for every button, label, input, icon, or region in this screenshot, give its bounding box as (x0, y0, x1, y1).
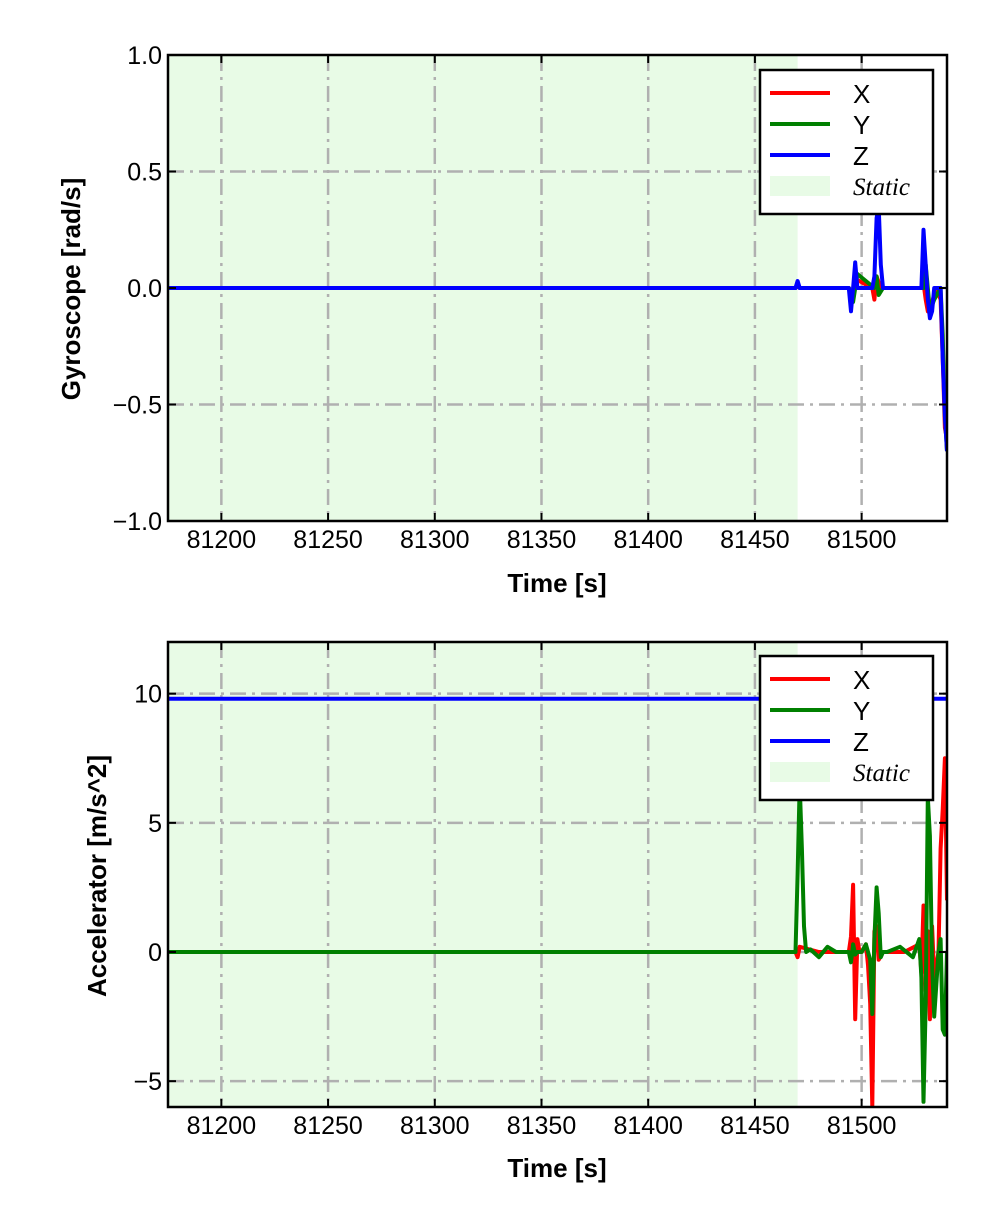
accelerometer-subplot: Accelerator [m/s^2] Time [s] 81200 81250 8… (82, 640, 949, 1183)
gyroscope-x-tick-label: 81450 (720, 526, 790, 554)
accelerometer-axes-frame (166, 640, 949, 1109)
gyroscope-legend-swatch-static (770, 176, 830, 196)
accelerometer-series-y (168, 782, 947, 1104)
accelerometer-legend-label-static: Static (853, 760, 910, 787)
gyroscope-y-tick-label: 0.0 (127, 275, 162, 303)
accelerometer-y-tick-label: 0 (148, 939, 162, 967)
gyroscope-x-tick-label: 81400 (613, 526, 683, 554)
accelerometer-y-tick-label: 10 (134, 681, 162, 709)
accelerometer-legend-label-z: Z (853, 727, 869, 757)
gyroscope-x-tick-label: 81250 (293, 526, 363, 554)
gyroscope-y-tick-label: 1.0 (127, 42, 162, 70)
accelerometer-static-region (168, 642, 798, 1107)
gyroscope-y-tick-label: −0.5 (113, 392, 162, 420)
accelerometer-x-tick-label: 81400 (613, 1112, 683, 1140)
accelerometer-x-tick-label: 81300 (400, 1112, 470, 1140)
accelerometer-legend-label-x: X (853, 665, 870, 695)
gyroscope-legend-label-static: Static (853, 174, 910, 201)
gyroscope-series-group (168, 204, 947, 452)
accelerometer-x-tick-label: 81350 (507, 1112, 577, 1140)
gyroscope-x-tick-label: 81500 (827, 526, 897, 554)
gyroscope-legend-label-x: X (853, 79, 870, 109)
gyroscope-legend-label-y: Y (853, 110, 870, 140)
gyroscope-series-z (168, 204, 947, 452)
accelerometer-x-tick-label: 81500 (827, 1112, 897, 1140)
gyroscope-x-tick-label: 81300 (400, 526, 470, 554)
accelerometer-x-axis-label: Time [s] (507, 1153, 606, 1183)
accelerometer-y-axis-label: Accelerator [m/s^2] (82, 755, 112, 997)
accelerometer-legend-swatch-static (770, 762, 830, 782)
accelerometer-legend: XYZ Static (758, 654, 935, 802)
accelerometer-y-tick-label: −5 (133, 1068, 162, 1096)
gyroscope-y-axis-label: Gyroscope [rad/s] (56, 178, 86, 401)
gyroscope-x-tick-label: 81350 (507, 526, 577, 554)
accelerometer-legend-label-y: Y (853, 696, 870, 726)
gyroscope-legend: XYZ Static (758, 68, 935, 216)
accelerometer-x-tick-label: 81450 (720, 1112, 790, 1140)
accelerometer-x-tick-label: 81200 (187, 1112, 257, 1140)
gyroscope-legend-label-z: Z (853, 141, 869, 171)
gyroscope-y-tick-label: 0.5 (127, 159, 162, 187)
gyroscope-y-tick-label: −1.0 (113, 508, 162, 536)
accelerometer-y-tick-label: 5 (148, 810, 162, 838)
gyroscope-x-tick-label: 81200 (187, 526, 257, 554)
gyroscope-subplot: Gyroscope [rad/s] Time [s] 81200 81250 813… (56, 42, 949, 598)
accelerometer-x-tick-label: 81250 (293, 1112, 363, 1140)
gyroscope-x-axis-label: Time [s] (507, 568, 606, 598)
